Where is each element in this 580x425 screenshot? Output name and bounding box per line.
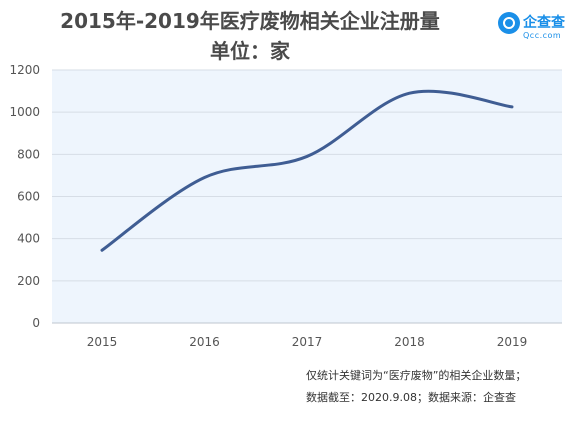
x-tick-label: 2016	[189, 335, 220, 349]
y-tick-label: 1200	[9, 63, 40, 77]
footnote-source: 数据截至：2020.9.08；数据来源：企查查	[306, 391, 516, 404]
y-tick-label: 600	[17, 190, 40, 204]
x-tick-label: 2015	[87, 335, 118, 349]
footnote-scope: 仅统计关键词为“医疗废物”的相关企业数量；	[306, 369, 527, 382]
brand-logo: 企查查 Qcc.com	[498, 10, 578, 46]
y-tick-label: 0	[32, 316, 40, 330]
x-tick-label: 2019	[497, 335, 528, 349]
chart-subtitle: 单位：家	[210, 39, 290, 63]
y-tick-label: 400	[17, 232, 40, 246]
y-tick-label: 200	[17, 274, 40, 288]
y-tick-label: 800	[17, 147, 40, 161]
brand-name: 企查查	[523, 15, 565, 31]
series-line	[100, 89, 514, 252]
chart-title: 2015年-2019年医疗废物相关企业注册量	[60, 9, 440, 33]
x-tick-label: 2018	[394, 335, 425, 349]
x-tick-label: 2017	[292, 335, 323, 349]
y-tick-label: 1000	[9, 105, 40, 119]
search-logo-icon	[498, 12, 520, 34]
brand-domain: Qcc.com	[523, 31, 562, 40]
